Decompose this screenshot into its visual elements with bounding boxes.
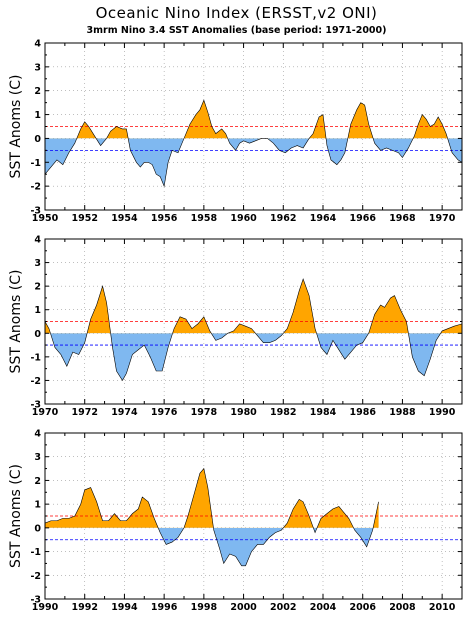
y-tick-label: 1 xyxy=(34,500,41,511)
cold-anomaly-area xyxy=(158,527,374,566)
y-tick-label: 3 xyxy=(34,452,41,463)
x-tick-label: 1988 xyxy=(389,407,416,418)
x-tick-label: 1982 xyxy=(270,407,296,418)
x-tick-label: 1964 xyxy=(310,213,337,224)
y-tick-label: -3 xyxy=(30,400,41,411)
x-tick-label: 1960 xyxy=(230,213,257,224)
y-tick-label: 0 xyxy=(34,523,41,534)
x-tick-label: 1978 xyxy=(191,407,218,418)
x-tick-label: 1996 xyxy=(151,602,178,613)
oni-series-line xyxy=(45,99,462,188)
y-tick-label: -3 xyxy=(30,595,41,606)
x-tick-label: 1950 xyxy=(32,213,59,224)
x-tick-label: 1968 xyxy=(389,213,416,224)
x-tick-label: 1990 xyxy=(32,602,59,613)
x-tick-label: 1990 xyxy=(429,407,456,418)
x-tick-label: 2008 xyxy=(389,602,416,613)
warm-anomaly-area xyxy=(76,100,448,139)
x-tick-label: 1980 xyxy=(230,407,257,418)
chart-subtitle: 3mrm Nino 3.4 SST Anomalies (base period… xyxy=(86,25,387,36)
y-tick-label: 4 xyxy=(34,235,41,246)
x-tick-label: 2000 xyxy=(230,602,257,613)
x-tick-label: 1974 xyxy=(111,407,138,418)
oni-series-line xyxy=(45,467,379,567)
x-tick-label: 1984 xyxy=(310,407,337,418)
y-tick-label: 1 xyxy=(34,305,41,316)
x-tick-label: 1962 xyxy=(270,213,296,224)
x-tick-label: 1956 xyxy=(151,213,178,224)
x-tick-label: 1976 xyxy=(151,407,178,418)
x-tick-label: 1998 xyxy=(191,602,218,613)
x-tick-label: 2010 xyxy=(429,602,456,613)
x-tick-label: 1972 xyxy=(71,407,97,418)
y-tick-label: 2 xyxy=(34,282,41,293)
y-axis-label: SST Anoms (C) xyxy=(8,464,24,568)
cold-anomaly-area xyxy=(45,138,462,187)
y-tick-label: -1 xyxy=(30,547,41,558)
warm-anomaly-area xyxy=(45,468,379,528)
y-tick-label: 0 xyxy=(34,134,41,145)
y-tick-label: -2 xyxy=(30,571,41,582)
x-tick-label: 1954 xyxy=(111,213,138,224)
x-tick-label: 1994 xyxy=(111,602,138,613)
y-tick-label: 1 xyxy=(34,110,41,121)
x-tick-label: 1970 xyxy=(429,213,456,224)
x-tick-label: 1952 xyxy=(71,213,97,224)
chart-title: Oceanic Nino Index (ERSST,v2 ONI) xyxy=(95,4,378,22)
y-tick-label: -3 xyxy=(30,206,41,217)
cold-anomaly-area xyxy=(45,333,462,381)
y-tick-label: 0 xyxy=(34,329,41,340)
y-tick-label: -1 xyxy=(30,352,41,363)
y-axis-label: SST Anoms (C) xyxy=(8,270,24,374)
oni-series-line xyxy=(45,278,462,382)
y-tick-label: 4 xyxy=(34,429,41,440)
y-tick-label: 2 xyxy=(34,86,41,97)
x-tick-label: 2006 xyxy=(349,602,376,613)
y-tick-label: 2 xyxy=(34,476,41,487)
x-tick-label: 1992 xyxy=(71,602,97,613)
y-axis-label: SST Anoms (C) xyxy=(8,75,24,179)
y-tick-label: 3 xyxy=(34,62,41,73)
x-tick-label: 1970 xyxy=(32,407,59,418)
y-tick-label: -1 xyxy=(30,158,41,169)
y-tick-label: 3 xyxy=(34,258,41,269)
x-tick-label: 1958 xyxy=(191,213,218,224)
x-tick-label: 2002 xyxy=(270,602,296,613)
x-tick-label: 1966 xyxy=(349,213,376,224)
x-tick-label: 2004 xyxy=(310,602,337,613)
x-tick-label: 1986 xyxy=(349,407,376,418)
y-tick-label: -2 xyxy=(30,376,41,387)
y-tick-label: 4 xyxy=(34,39,41,50)
y-tick-label: -2 xyxy=(30,182,41,193)
